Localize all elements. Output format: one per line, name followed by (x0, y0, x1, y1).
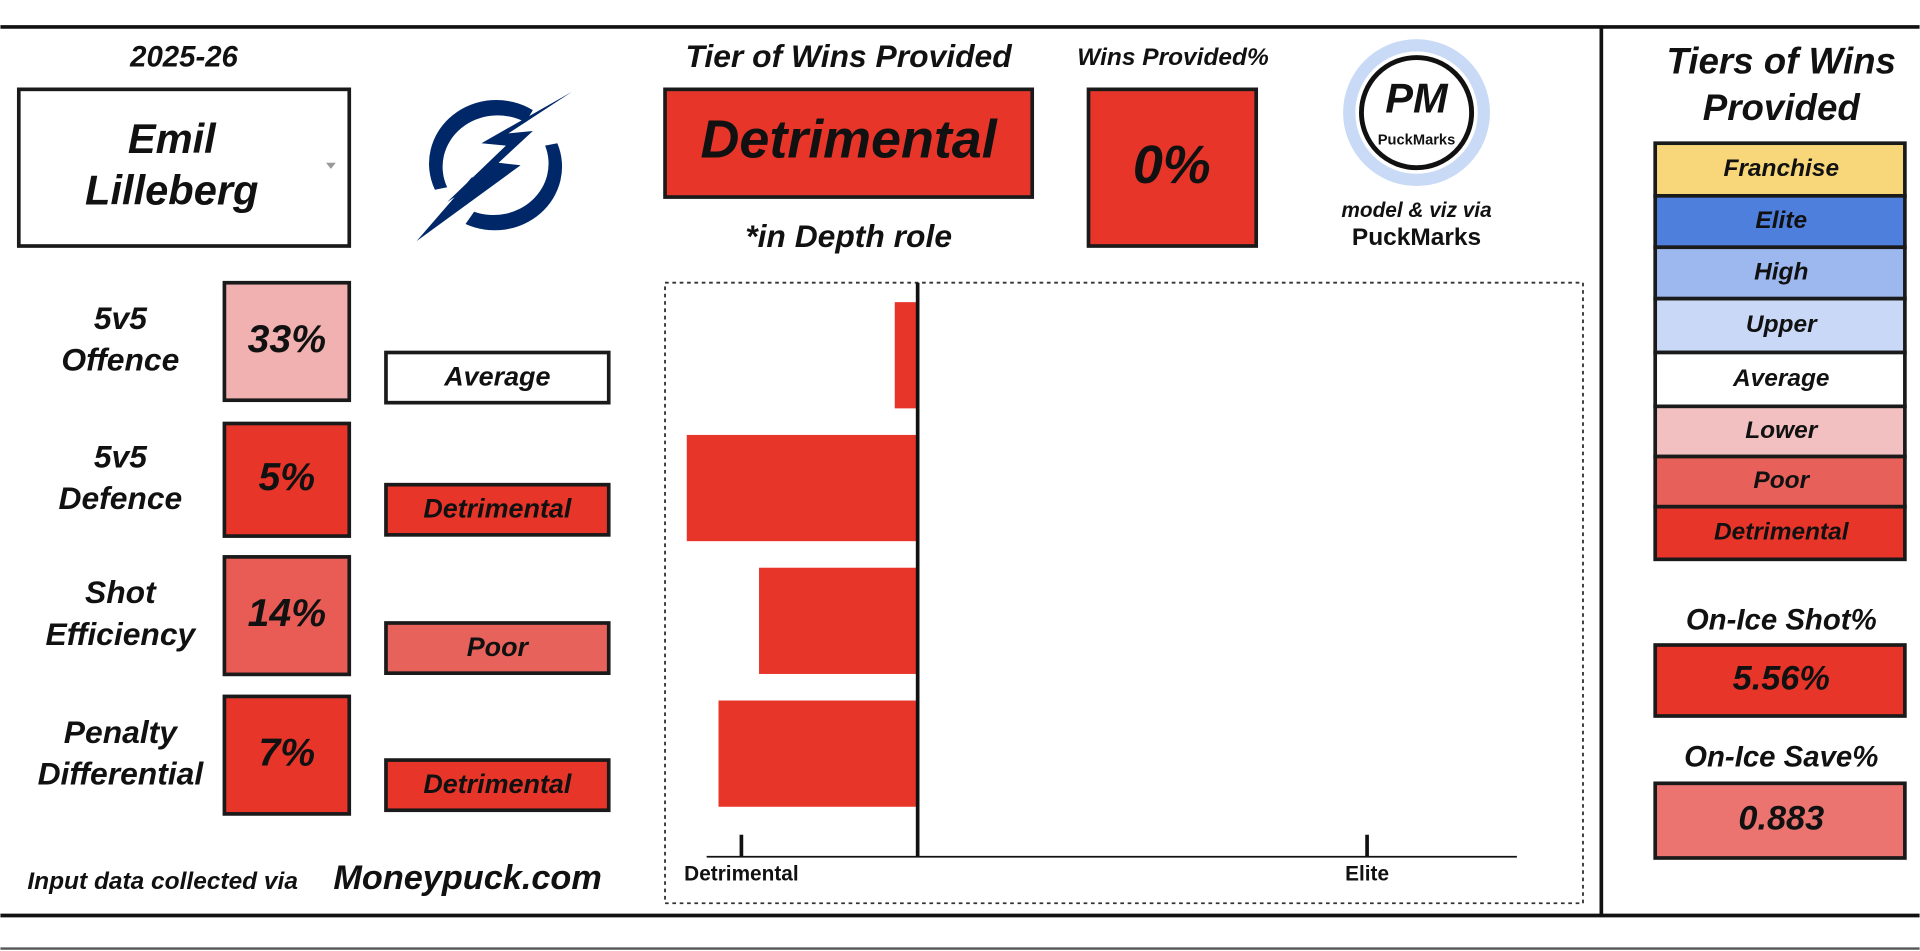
logo-initials: PM (1385, 75, 1449, 122)
bar (686, 434, 918, 542)
role-note: *in Depth role (745, 218, 952, 254)
metric-label: Offence (61, 342, 179, 378)
metric-percent-box (222, 280, 352, 403)
wins-box (1086, 87, 1259, 248)
credit: model & viz via (1341, 199, 1491, 222)
legend-swatch (1653, 404, 1907, 459)
legend-swatch (1653, 245, 1907, 301)
player-select[interactable] (16, 87, 352, 248)
team-logo (416, 91, 573, 242)
metric-percent-box (222, 694, 352, 816)
metric-label: Efficiency (46, 616, 198, 652)
metric-percent-box (222, 421, 352, 538)
on-ice-box (1653, 781, 1907, 860)
legend-label: Detrimental (1714, 518, 1850, 545)
metric-tier-box (384, 758, 611, 813)
metric-label: Differential (38, 755, 205, 791)
metric-label: Shot (85, 574, 157, 610)
credit: PuckMarks (1352, 224, 1481, 251)
on-ice-box (1653, 643, 1907, 718)
footer-prefix: Input data collected via (27, 868, 298, 895)
metric-tier-box (384, 621, 611, 676)
footer-source: Moneypuck.com (333, 859, 601, 897)
wins-value: 0% (1133, 135, 1211, 195)
bar (759, 567, 918, 674)
wins-header: Wins Provided% (1077, 44, 1269, 71)
metric-label: Penalty (64, 714, 179, 750)
on-ice-value: 0.883 (1738, 800, 1824, 838)
legend-label: Upper (1746, 311, 1818, 338)
on-ice-value: 5.56% (1733, 660, 1830, 698)
metric-label: 5v5 (94, 300, 148, 336)
bar (894, 302, 918, 409)
legend-label: Lower (1745, 417, 1819, 444)
metric-percent: 14% (248, 592, 326, 635)
x-tick-label: Elite (1345, 863, 1389, 886)
metric-label: 5v5 (94, 438, 148, 474)
metric-tier-box (384, 482, 611, 537)
player-name: Emil (128, 115, 217, 162)
season: 2025-26 (129, 41, 238, 74)
logo-name: PuckMarks (1378, 133, 1455, 149)
chart-frame (664, 281, 1584, 905)
bar (718, 700, 918, 807)
metric-percent: 5% (259, 456, 316, 499)
legend-title: Tiers of Wins (1667, 40, 1896, 81)
legend-swatch (1653, 504, 1907, 562)
legend-label: Poor (1753, 467, 1810, 494)
metric-percent: 7% (259, 732, 316, 775)
legend-label: Franchise (1723, 155, 1839, 182)
puckmarks-logo (1343, 39, 1490, 187)
legend-label: High (1754, 258, 1808, 285)
tier-box (663, 87, 1035, 199)
metric-percent-box (222, 555, 352, 677)
metric-tier: Poor (467, 632, 530, 662)
legend-swatch (1653, 454, 1907, 509)
player-name: Lilleberg (85, 166, 258, 213)
metric-tier: Detrimental (423, 769, 572, 799)
on-ice-label: On-Ice Shot% (1686, 604, 1877, 637)
metric-tier: Average (443, 361, 550, 391)
metric-percent: 33% (248, 318, 326, 361)
tier-value: Detrimental (701, 109, 998, 169)
legend-label: Average (1732, 365, 1830, 392)
legend-label: Elite (1755, 207, 1807, 234)
legend-swatch (1653, 350, 1907, 409)
x-tick-label: Detrimental (684, 863, 798, 886)
metric-label: Defence (58, 480, 182, 516)
tier-header: Tier of Wins Provided (686, 38, 1013, 74)
on-ice-label: On-Ice Save% (1684, 741, 1878, 774)
dropdown-arrow (326, 162, 336, 169)
metric-tier-box (384, 350, 611, 405)
legend-swatch (1653, 193, 1907, 250)
legend-title: Provided (1703, 87, 1862, 128)
metric-tier: Detrimental (423, 493, 572, 523)
